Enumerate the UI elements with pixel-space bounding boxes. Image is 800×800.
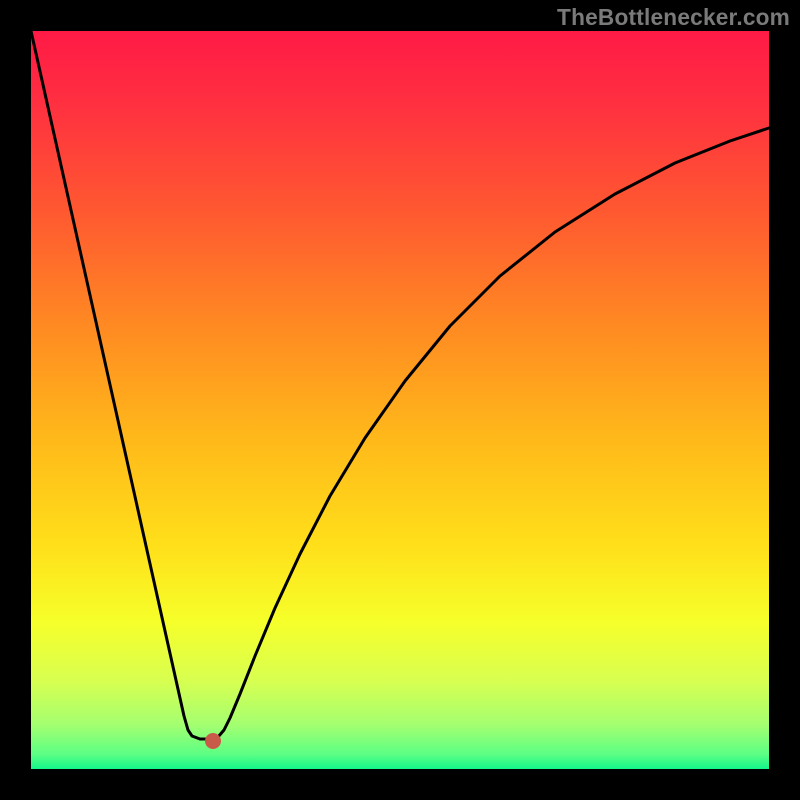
- optimal-point-marker: [205, 733, 221, 749]
- chart-frame: TheBottlenecker.com: [0, 0, 800, 800]
- bottleneck-curve: [0, 0, 800, 800]
- curve-polyline: [31, 31, 769, 739]
